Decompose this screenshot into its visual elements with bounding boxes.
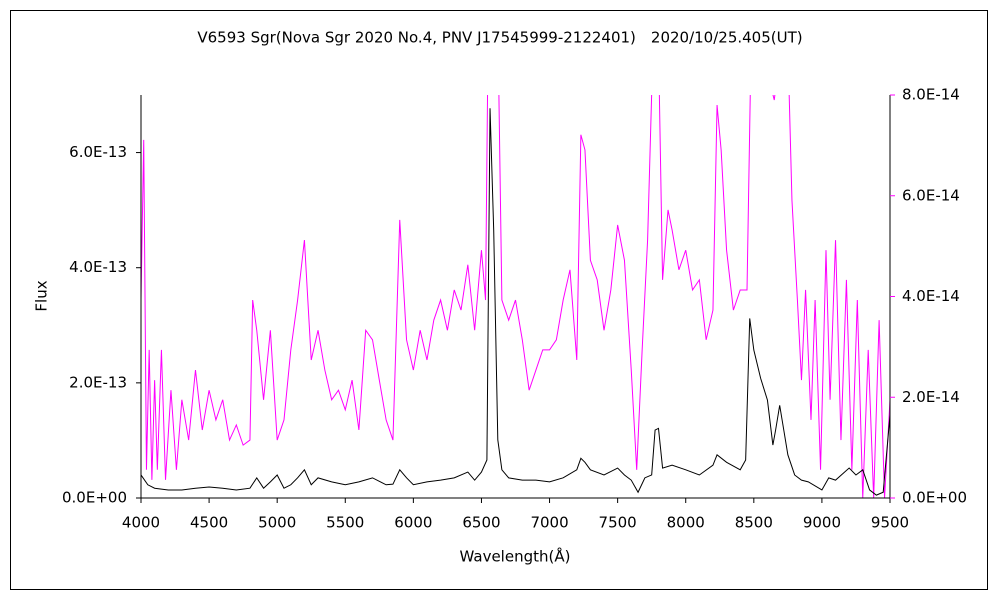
- y-tick-label: 6.0E-13: [69, 143, 127, 161]
- x-tick-label: 8500: [735, 514, 773, 532]
- x-tick-label: 8000: [667, 514, 705, 532]
- y2-tick-label: 8.0E-14: [902, 86, 960, 104]
- x-tick-label: 6000: [394, 514, 432, 532]
- x-axis-label: Wavelength(Å): [460, 547, 571, 566]
- y2-tick-label: 6.0E-14: [902, 186, 960, 204]
- spectrum-line: [141, 108, 890, 496]
- x-tick-label: 4500: [190, 514, 228, 532]
- y2-tick-label: 4.0E-14: [902, 287, 960, 305]
- x-tick-label: 5000: [258, 514, 296, 532]
- x-tick-label: 9000: [803, 514, 841, 532]
- y-axis-label: Flux: [33, 280, 51, 311]
- y-tick-label: 0.0E+00: [62, 489, 127, 507]
- chart-title: V6593 Sgr(Nova Sgr 2020 No.4, PNV J17545…: [197, 29, 802, 47]
- x-tick-label: 5500: [326, 514, 364, 532]
- plot-area: [141, 95, 890, 498]
- x-tick-label: 4000: [122, 514, 160, 532]
- spectrum-line: [141, 95, 890, 498]
- x-tick-label: 7500: [599, 514, 637, 532]
- y-tick-label: 4.0E-13: [69, 258, 127, 276]
- x-tick-label: 7000: [530, 514, 568, 532]
- y-tick-label: 2.0E-13: [69, 373, 127, 391]
- x-tick-label: 9500: [871, 514, 909, 532]
- y2-tick-label: 2.0E-14: [902, 388, 960, 406]
- x-tick-label: 6500: [462, 514, 500, 532]
- frame: [10, 10, 988, 590]
- y2-tick-label: 0.0E+00: [902, 489, 967, 507]
